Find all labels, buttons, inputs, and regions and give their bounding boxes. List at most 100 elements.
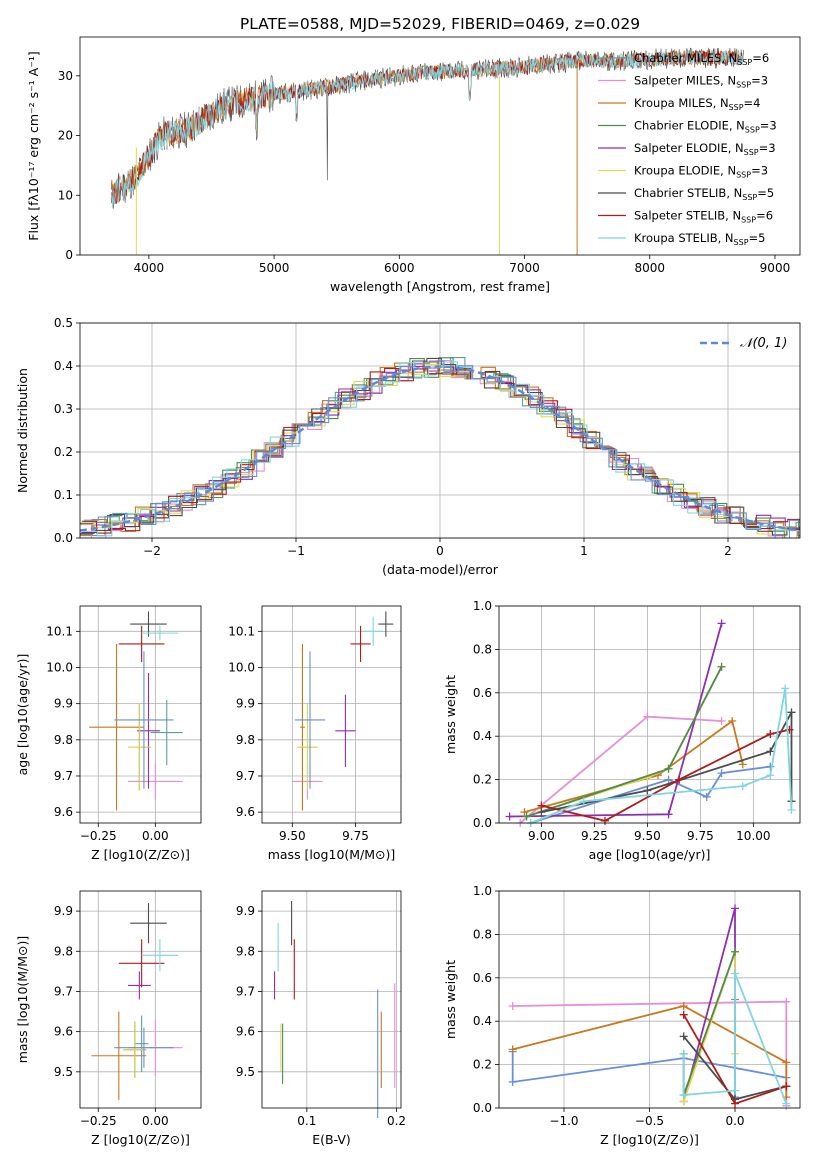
residual-series-1 — [80, 359, 800, 538]
y-tick-label: 0.3 — [54, 402, 73, 416]
weightZ-ylabel: mass weight — [443, 960, 458, 1039]
weightZ-lines — [508, 904, 791, 1110]
x-tick-label: 9.75 — [687, 829, 714, 843]
x-tick-label: 9.00 — [528, 829, 555, 843]
y-tick-label: 0 — [65, 248, 73, 262]
massZ-errorbars — [91, 903, 183, 1100]
weight-marker — [702, 792, 711, 801]
ageZ-xlabel: Z [log10(Z/Z⊙)] — [91, 847, 190, 862]
y-tick-label: 0.2 — [473, 773, 492, 787]
y-tick-label: 9.9 — [54, 697, 73, 711]
y-tick-label: 10.1 — [228, 624, 255, 638]
y-tick-label: 0.0 — [473, 816, 492, 830]
y-tick-label: 9.6 — [54, 1025, 73, 1039]
residual-steps — [80, 357, 800, 538]
weight-marker — [766, 771, 775, 780]
weight-marker — [643, 786, 652, 795]
y-tick-label: 0.4 — [473, 1014, 492, 1028]
weight-marker — [679, 1032, 688, 1041]
weight-marker — [766, 762, 775, 771]
weight-marker — [537, 801, 546, 810]
weight-marker — [717, 662, 726, 671]
y-tick-label: 0.1 — [54, 488, 73, 502]
y-tick-label: 20 — [58, 129, 73, 143]
y-tick-label: 9.7 — [54, 769, 73, 783]
x-tick-label: 9.50 — [634, 829, 661, 843]
residual-series-5 — [80, 364, 800, 538]
y-tick-label: 0.4 — [54, 359, 73, 373]
y-tick-label: 9.7 — [54, 984, 73, 998]
weight-marker — [766, 730, 775, 739]
x-tick-label: 0 — [436, 544, 444, 558]
weight-marker — [731, 904, 740, 913]
weightAge-xlabel: age [log10(age/yr)] — [589, 847, 711, 862]
y-tick-label: 9.6 — [236, 805, 255, 819]
y-tick-label: 0.0 — [54, 531, 73, 545]
weight-marker — [664, 810, 673, 819]
weight-marker — [782, 1082, 791, 1091]
massZ-ylabel: mass [log10(M/M⊙)] — [15, 936, 30, 1064]
y-tick-label: 9.7 — [236, 984, 255, 998]
x-tick-label: 9.50 — [279, 829, 306, 843]
y-tick-label: 30 — [58, 69, 73, 83]
x-tick-label: −1.0 — [549, 1114, 578, 1128]
ageZ-ylabel: age [log10(age/yr)] — [15, 654, 30, 776]
x-tick-label: −2 — [143, 544, 161, 558]
ageM-errorbars — [292, 611, 394, 811]
weight-marker — [717, 619, 726, 628]
weight-series-9 — [682, 973, 788, 1105]
weight-marker — [522, 812, 531, 821]
x-tick-label: 9.75 — [342, 829, 369, 843]
weight-marker — [738, 760, 747, 769]
y-tick-label: 1.0 — [473, 884, 492, 898]
spectrum-xlabel: wavelength [Angstrom, rest frame] — [330, 279, 550, 294]
x-tick-label: 0.2 — [387, 1114, 406, 1128]
y-tick-label: 9.5 — [236, 1065, 255, 1079]
residual-series-2 — [80, 361, 800, 537]
x-tick-label: 0.1 — [297, 1114, 316, 1128]
weight-marker — [579, 797, 588, 806]
ageM-xlabel: mass [log10(M/M⊙)] — [268, 847, 396, 862]
y-tick-label: 0.2 — [473, 1058, 492, 1072]
residual-xlabel: (data-model)/error — [382, 562, 499, 577]
y-tick-label: 10.1 — [46, 624, 73, 638]
legend-entry: Salpeter ELODIE, NSSP=3 — [634, 141, 776, 157]
weight-marker — [508, 1077, 517, 1086]
x-tick-label: 9000 — [760, 261, 791, 275]
legend-entry: Kroupa ELODIE, NSSP=3 — [634, 164, 768, 180]
y-tick-label: 10.0 — [228, 660, 255, 674]
weightZ-grid — [499, 890, 800, 1109]
weight-marker — [787, 805, 796, 814]
y-tick-label: 9.8 — [236, 944, 255, 958]
spectrum-legend: Chabrier MILES, NSSP=6 Salpeter MILES, NS… — [598, 51, 777, 247]
y-tick-label: 0.8 — [473, 642, 492, 656]
residual-series-7 — [82, 368, 800, 534]
y-tick-label: 0.8 — [473, 927, 492, 941]
weight-marker — [664, 775, 673, 784]
y-tick-label: 9.7 — [236, 769, 255, 783]
x-tick-label: 5000 — [259, 261, 290, 275]
residual-series-8 — [83, 361, 800, 537]
y-tick-label: 0.5 — [54, 316, 73, 330]
y-tick-label: 0.4 — [473, 729, 492, 743]
x-tick-label: 9.25 — [581, 829, 608, 843]
weightAge-frame — [498, 605, 801, 824]
weight-marker — [728, 717, 737, 726]
weight-marker — [731, 1086, 740, 1095]
massEBV-errorbars — [274, 901, 396, 1119]
weight-marker — [508, 1045, 517, 1054]
massZ-frame — [79, 890, 202, 1109]
weight-marker — [643, 712, 652, 721]
weight-marker — [679, 1090, 688, 1099]
weight-marker — [600, 816, 609, 825]
weight-series-8 — [530, 688, 793, 824]
y-tick-label: 9.6 — [236, 1025, 255, 1039]
y-tick-label: 9.8 — [54, 733, 73, 747]
residual-series-3 — [80, 357, 800, 538]
weight-marker — [782, 997, 791, 1006]
ageZ-frame — [79, 605, 202, 824]
weight-marker — [675, 775, 684, 784]
weight-marker — [717, 717, 726, 726]
spectrum-ylabel: Flux [fλ10⁻¹⁷ erg cm⁻² s⁻¹ A⁻¹] — [26, 51, 41, 240]
weight-marker — [787, 708, 796, 717]
